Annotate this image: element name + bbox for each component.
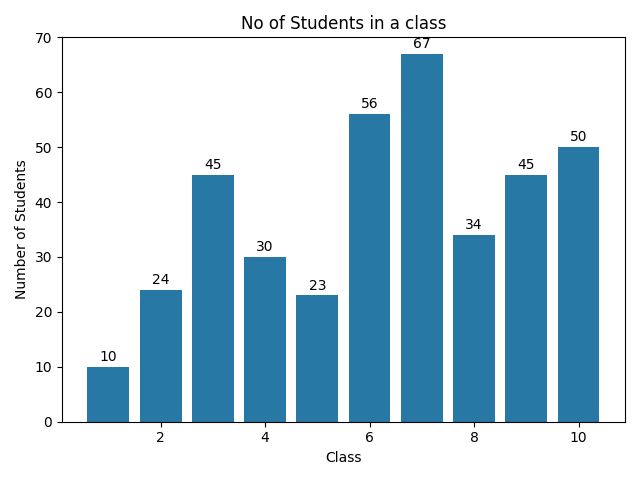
Text: 50: 50 — [570, 131, 588, 144]
Bar — [506, 175, 547, 422]
Bar — [557, 147, 600, 422]
Bar — [88, 367, 129, 422]
Text: 56: 56 — [361, 97, 378, 111]
Text: 34: 34 — [465, 218, 483, 232]
Text: 45: 45 — [204, 158, 221, 172]
Bar — [140, 290, 182, 422]
Bar — [401, 54, 443, 422]
Y-axis label: Number of Students: Number of Students — [15, 160, 29, 300]
Bar — [349, 114, 390, 422]
Bar — [192, 175, 234, 422]
Text: 45: 45 — [518, 158, 535, 172]
Text: 10: 10 — [100, 350, 117, 364]
Text: 30: 30 — [257, 240, 274, 254]
Bar — [453, 235, 495, 422]
Bar — [244, 257, 286, 422]
Title: No of Students in a class: No of Students in a class — [241, 15, 446, 33]
Bar — [296, 295, 338, 422]
Text: 24: 24 — [152, 273, 170, 287]
Text: 23: 23 — [308, 279, 326, 293]
Text: 67: 67 — [413, 37, 431, 51]
X-axis label: Class: Class — [325, 451, 362, 465]
